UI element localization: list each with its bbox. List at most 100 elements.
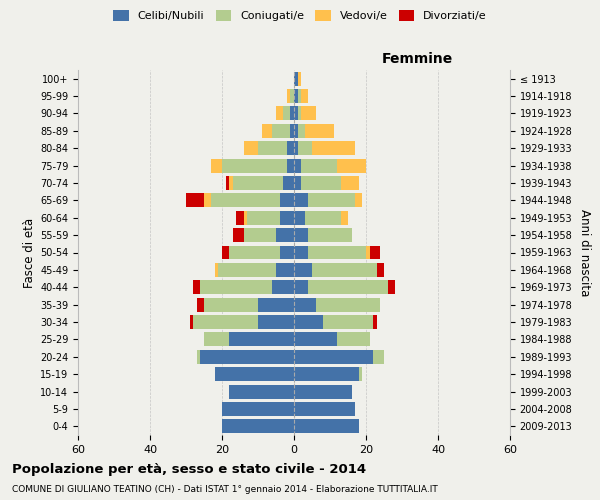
Bar [294,106,298,120]
Bar [294,298,316,312]
Bar [308,246,366,260]
Bar [355,194,362,207]
Bar [229,332,294,346]
Bar [377,263,384,277]
Bar [204,194,211,207]
Bar [276,263,294,277]
Bar [298,142,312,155]
Bar [294,89,298,103]
Bar [193,280,200,294]
Bar [298,72,301,86]
Bar [301,106,316,120]
Bar [244,228,276,242]
Bar [290,89,294,103]
Text: COMUNE DI GIULIANO TEATINO (CH) - Dati ISTAT 1° gennaio 2014 - Elaborazione TUTT: COMUNE DI GIULIANO TEATINO (CH) - Dati I… [12,485,438,494]
Bar [294,280,308,294]
Bar [290,106,294,120]
Legend: Celibi/Nubili, Coniugati/e, Vedovi/e, Divorziati/e: Celibi/Nubili, Coniugati/e, Vedovi/e, Di… [109,6,491,25]
Bar [211,194,280,207]
Bar [308,194,355,207]
Bar [258,142,287,155]
Bar [276,106,283,120]
Bar [204,332,229,346]
Bar [186,194,204,207]
Bar [272,124,290,138]
Bar [233,176,283,190]
Bar [272,280,294,294]
Bar [294,124,298,138]
Bar [294,402,355,416]
Bar [370,246,380,260]
Bar [287,142,294,155]
Bar [301,176,341,190]
Bar [323,315,373,329]
Bar [247,211,280,224]
Bar [287,158,294,172]
Bar [301,89,308,103]
Bar [337,158,366,172]
Bar [298,106,301,120]
Bar [308,280,388,294]
Bar [294,420,359,434]
Bar [215,367,294,381]
Bar [294,158,301,172]
Bar [298,124,305,138]
Bar [222,420,294,434]
Bar [244,142,258,155]
Bar [341,211,348,224]
Bar [312,263,377,277]
Bar [229,176,233,190]
Bar [197,350,200,364]
Bar [200,350,294,364]
Bar [308,228,352,242]
Text: Femmine: Femmine [382,52,453,66]
Bar [222,402,294,416]
Bar [294,350,373,364]
Text: Popolazione per età, sesso e stato civile - 2014: Popolazione per età, sesso e stato civil… [12,462,366,475]
Bar [280,246,294,260]
Bar [294,332,337,346]
Y-axis label: Anni di nascita: Anni di nascita [578,209,591,296]
Bar [211,158,222,172]
Bar [312,142,355,155]
Bar [262,124,272,138]
Bar [193,315,258,329]
Bar [341,176,359,190]
Bar [290,124,294,138]
Bar [190,315,193,329]
Bar [294,228,308,242]
Bar [294,194,308,207]
Bar [373,350,384,364]
Bar [294,263,312,277]
Bar [215,263,218,277]
Bar [280,211,294,224]
Bar [287,89,290,103]
Bar [373,315,377,329]
Bar [197,298,204,312]
Bar [294,72,298,86]
Bar [305,124,334,138]
Bar [298,89,301,103]
Bar [222,246,229,260]
Bar [283,176,294,190]
Bar [229,246,280,260]
Bar [283,106,290,120]
Bar [222,158,287,172]
Bar [359,367,362,381]
Bar [236,211,244,224]
Bar [294,142,298,155]
Bar [316,298,380,312]
Bar [258,315,294,329]
Bar [388,280,395,294]
Bar [276,228,294,242]
Bar [366,246,370,260]
Bar [218,263,276,277]
Bar [294,384,352,398]
Bar [226,176,229,190]
Bar [294,246,308,260]
Bar [305,211,341,224]
Bar [294,315,323,329]
Bar [244,211,247,224]
Y-axis label: Fasce di età: Fasce di età [23,218,36,288]
Bar [204,298,258,312]
